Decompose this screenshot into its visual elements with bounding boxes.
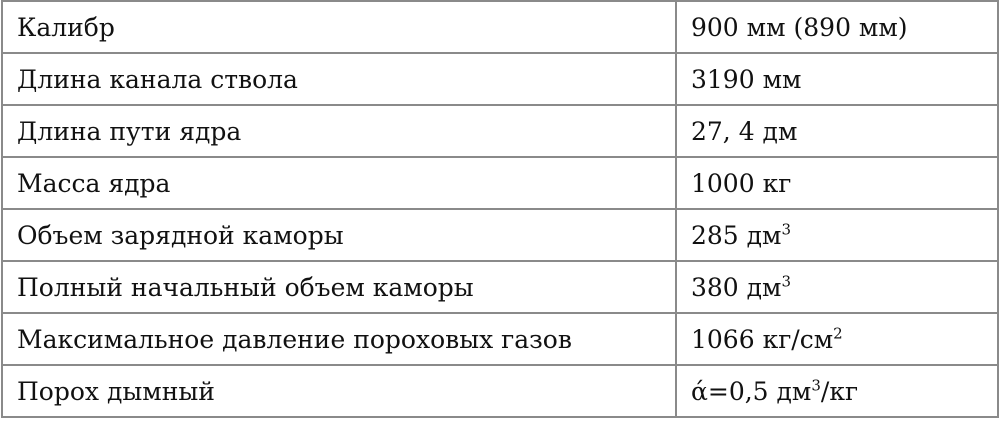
- value-cell: 27, 4 дм: [675, 104, 999, 158]
- parameter-cell: Полный начальный объем каморы: [1, 260, 677, 314]
- value-text: 3190 мм: [691, 64, 802, 94]
- parameter-cell: Объем зарядной каморы: [1, 208, 677, 262]
- value-text: 900 мм (890 мм): [691, 12, 908, 42]
- value-exponent: 3: [781, 220, 792, 239]
- value-text: 1000 кг: [691, 168, 792, 198]
- value-exponent: 2: [833, 324, 843, 343]
- parameter-cell: Максимальное давление пороховых газов: [1, 312, 677, 366]
- table-row: Масса ядра 1000 кг: [1, 156, 999, 210]
- parameter-cell: Длина пути ядра: [1, 104, 677, 158]
- value-cell: ά=0,5 дм3/кг: [675, 364, 999, 418]
- parameter-cell: Масса ядра: [1, 156, 677, 210]
- value-cell: 1000 кг: [675, 156, 999, 210]
- value-cell: 285 дм3: [675, 208, 999, 262]
- parameter-cell: Калибр: [1, 0, 677, 54]
- table-row: Длина канала ствола 3190 мм: [1, 52, 999, 106]
- value-cell: 1066 кг/см2: [675, 312, 999, 366]
- value-text: 380 дм: [691, 272, 782, 302]
- value-text: 27, 4 дм: [691, 116, 798, 146]
- table-row: Калибр 900 мм (890 мм): [1, 0, 999, 54]
- value-text: ά=0,5 дм: [691, 376, 812, 406]
- value-text: 1066 кг/см: [691, 324, 834, 354]
- parameter-cell: Длина канала ствола: [1, 52, 677, 106]
- value-cell: 900 мм (890 мм): [675, 0, 999, 54]
- table-row: Полный начальный объем каморы 380 дм3: [1, 260, 999, 314]
- value-text: 285 дм: [691, 220, 782, 250]
- value-suffix: /кг: [820, 376, 859, 406]
- parameter-cell: Порох дымный: [1, 364, 677, 418]
- table-row: Длина пути ядра 27, 4 дм: [1, 104, 999, 158]
- value-exponent: 3: [781, 272, 792, 291]
- value-cell: 3190 мм: [675, 52, 999, 106]
- table-row: Максимальное давление пороховых газов 10…: [1, 312, 999, 366]
- value-cell: 380 дм3: [675, 260, 999, 314]
- specifications-table: Калибр 900 мм (890 мм) Длина канала ствол…: [1, 0, 999, 418]
- table-row: Объем зарядной каморы 285 дм3: [1, 208, 999, 262]
- table-row: Порох дымный ά=0,5 дм3/кг: [1, 364, 999, 418]
- value-exponent: 3: [811, 376, 821, 395]
